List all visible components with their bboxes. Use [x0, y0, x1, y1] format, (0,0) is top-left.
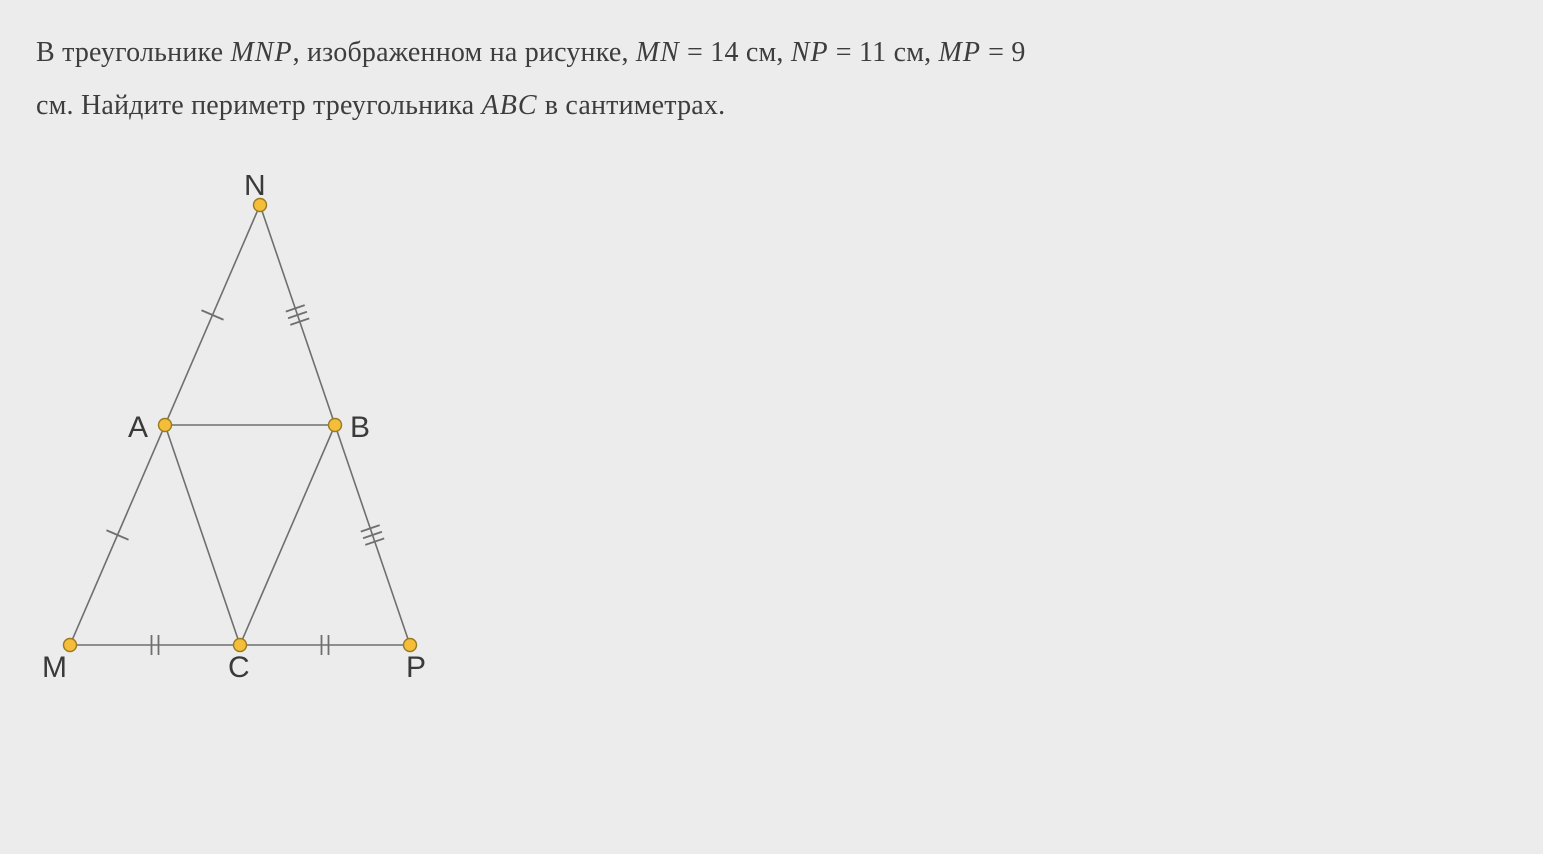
var-mn: MN	[636, 37, 680, 68]
point-label-a: A	[128, 411, 148, 444]
text-line2-suffix: в сантиметрах.	[538, 90, 726, 121]
point-label-b: B	[350, 411, 370, 444]
triangle-diagram: M P N A B C	[30, 175, 460, 695]
eq1-rhs: 14 см	[710, 37, 776, 68]
diagram-svg: M P N A B C	[30, 175, 460, 695]
page-root: В треугольнике MNP, изображенном на рису…	[0, 0, 1543, 854]
sep1: ,	[776, 37, 790, 68]
eq3-eq: =	[981, 37, 1011, 68]
sep2: ,	[924, 37, 938, 68]
eq1-eq: =	[680, 37, 710, 68]
point-label-m: M	[42, 651, 67, 684]
point-label-n: N	[244, 175, 266, 202]
var-abc: ABC	[482, 90, 538, 121]
problem-statement: В треугольнике MNP, изображенном на рису…	[36, 26, 1506, 132]
text-line2-prefix: см. Найдите периметр треугольника	[36, 90, 482, 121]
text-mid1: , изображенном на рисунке,	[293, 37, 636, 68]
eq2-rhs: 11 см	[859, 37, 924, 68]
var-mnp: MNP	[230, 37, 292, 68]
eq3-rhs: 9	[1011, 37, 1025, 68]
var-mp: MP	[939, 37, 981, 68]
point-label-p: P	[406, 651, 426, 684]
eq2-eq: =	[829, 37, 859, 68]
point-label-c: C	[228, 651, 250, 684]
var-np: NP	[791, 37, 829, 68]
text-prefix: В треугольнике	[36, 37, 230, 68]
